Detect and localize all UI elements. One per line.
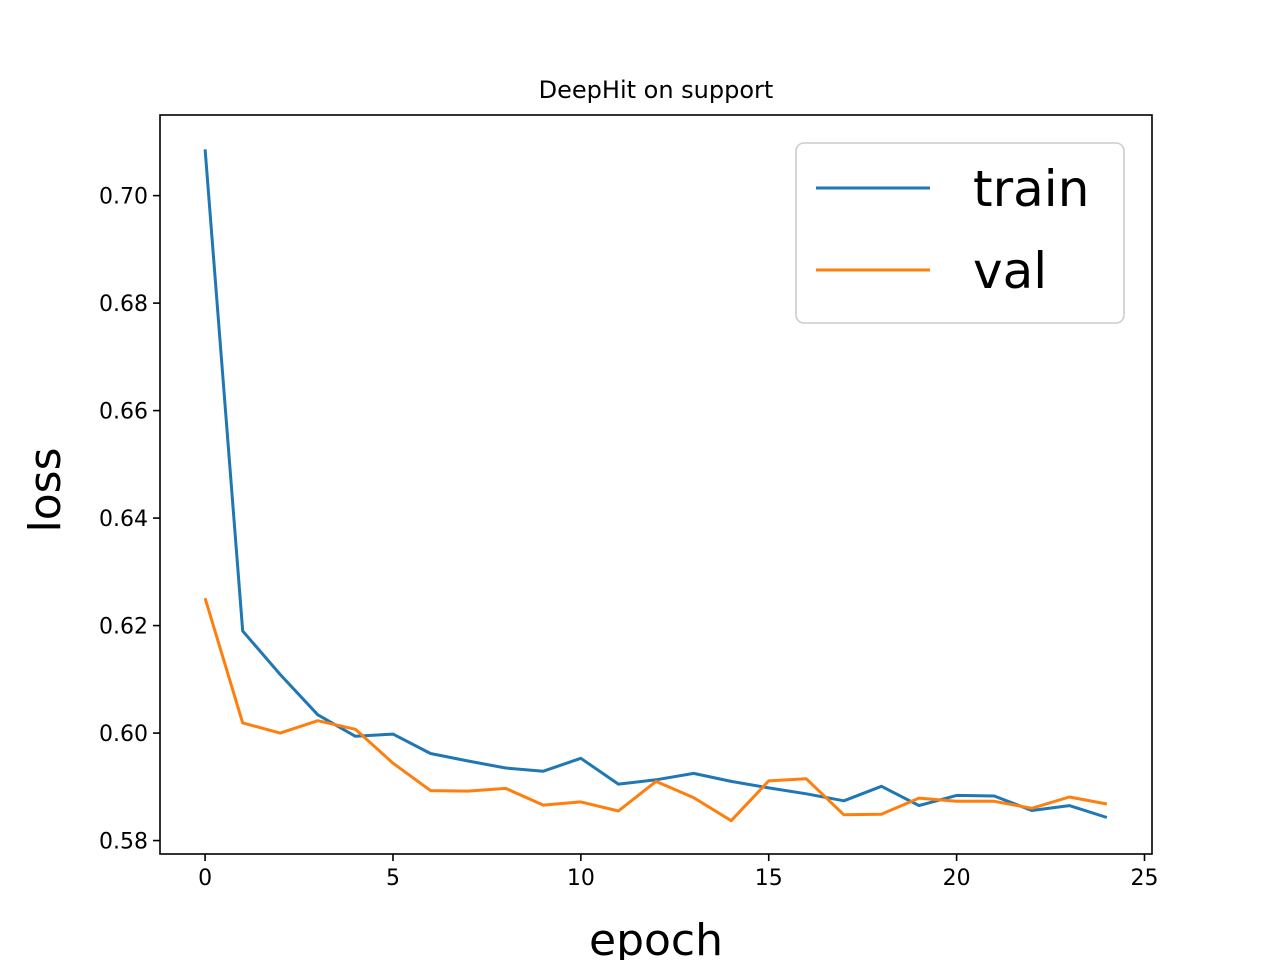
series-line-train — [203, 149, 1108, 819]
y-tick-label: 0.60 — [99, 722, 148, 747]
y-tick-label: 0.58 — [99, 830, 148, 855]
y-tick-label: 0.64 — [99, 507, 148, 532]
x-tick-label: 0 — [198, 866, 212, 891]
y-tick-label: 0.62 — [99, 615, 148, 640]
y-tick-label: 0.70 — [99, 185, 148, 210]
legend-label-val: val — [973, 242, 1047, 300]
series-layer — [203, 149, 1108, 823]
x-axis-label: epoch — [589, 915, 723, 960]
plot-frame — [159, 114, 1153, 855]
y-tick-label: 0.68 — [99, 292, 148, 317]
x-tick-label: 20 — [943, 866, 971, 891]
x-tick-label: 10 — [567, 866, 595, 891]
chart-title: DeepHit on support — [539, 76, 774, 104]
x-tick-label: 25 — [1130, 866, 1158, 891]
x-tick-label: 5 — [386, 866, 400, 891]
x-tick-label: 15 — [755, 866, 783, 891]
series-line-val — [203, 597, 1108, 823]
legend-label-train: train — [973, 160, 1089, 218]
y-axis: 0.58 0.60 0.62 0.64 0.66 0.68 0.70 — [99, 185, 160, 855]
y-tick-label: 0.66 — [99, 400, 148, 425]
legend: train val — [795, 142, 1125, 324]
x-axis: 0 5 10 15 20 25 — [198, 854, 1158, 891]
y-axis-label: loss — [20, 448, 71, 533]
